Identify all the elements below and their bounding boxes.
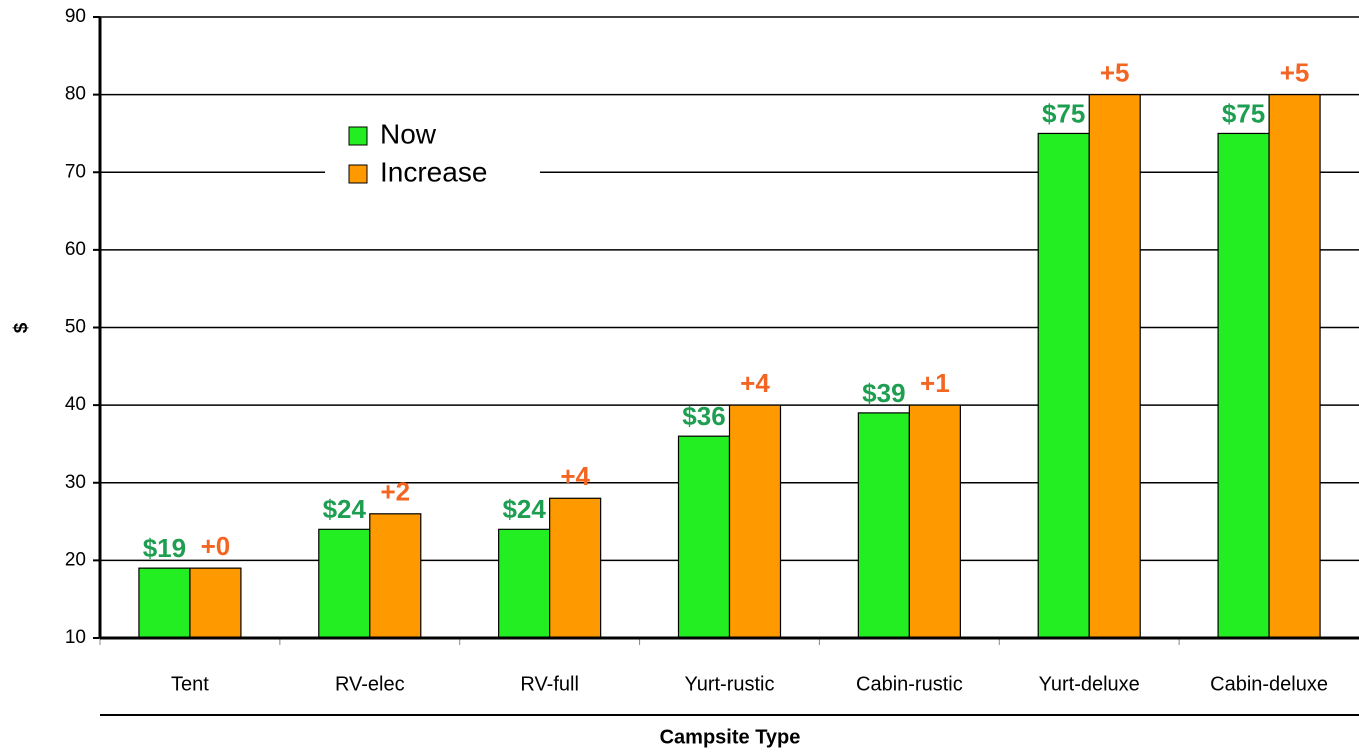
data-label: +5 — [1280, 58, 1310, 88]
y-tick-label: 90 — [65, 6, 86, 27]
bar — [1088, 94, 1141, 639]
data-label: +5 — [1100, 58, 1130, 88]
legend-label: Increase — [380, 156, 487, 187]
x-tick-label: Cabin-deluxe — [1210, 673, 1328, 695]
y-tick-label: 30 — [65, 472, 86, 493]
x-tick-label: RV-full — [520, 673, 579, 695]
data-label: $24 — [502, 494, 546, 524]
data-label: +0 — [201, 531, 231, 561]
data-label: $24 — [323, 494, 367, 524]
x-tick-label: RV-elec — [335, 673, 405, 695]
data-label: +1 — [920, 368, 950, 398]
y-tick-label: 20 — [65, 549, 86, 570]
bar — [1217, 132, 1270, 639]
data-label: $39 — [862, 378, 905, 408]
y-tick-label: 70 — [65, 161, 86, 182]
data-label: $36 — [682, 401, 725, 431]
x-tick-label: Tent — [171, 673, 209, 695]
bar — [908, 404, 961, 639]
data-label: $75 — [1222, 98, 1265, 128]
data-label: +4 — [740, 368, 770, 398]
y-tick-label: 80 — [65, 84, 86, 105]
bar — [138, 567, 191, 639]
bar — [857, 412, 910, 639]
y-tick-label: 60 — [65, 239, 86, 260]
x-tick-label: Yurt-rustic — [684, 673, 774, 695]
bar — [498, 528, 551, 639]
legend-swatch — [348, 126, 368, 146]
y-tick-label: 50 — [65, 317, 86, 338]
x-tick-label: Cabin-rustic — [856, 673, 963, 695]
x-tick-label: Yurt-deluxe — [1039, 673, 1140, 695]
bar — [1037, 132, 1090, 639]
x-axis-label: Campsite Type — [660, 726, 801, 748]
data-label: +4 — [560, 461, 590, 491]
data-label: $19 — [143, 533, 186, 563]
bar — [728, 404, 782, 639]
legend-label: Now — [380, 118, 437, 149]
y-tick-label: 10 — [65, 627, 86, 648]
data-label: +2 — [380, 477, 410, 507]
data-label: $75 — [1042, 98, 1085, 128]
y-tick-label: 40 — [65, 394, 86, 415]
bar — [1268, 94, 1321, 639]
y-axis-label: $ — [11, 322, 32, 333]
bar — [677, 435, 731, 639]
bar — [549, 497, 602, 639]
bar — [318, 528, 371, 639]
bar — [189, 567, 242, 639]
legend-swatch — [348, 164, 368, 184]
bar — [369, 513, 422, 639]
